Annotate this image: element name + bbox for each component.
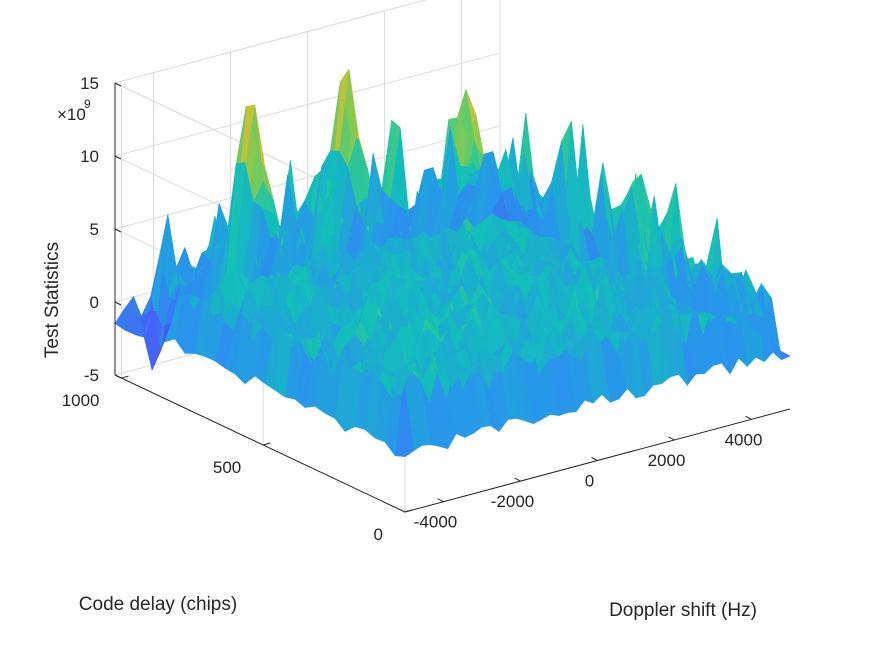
z-tick-mark <box>114 301 122 306</box>
x-tick-label: -4000 <box>414 513 457 532</box>
z-exponent-base: ×10 <box>57 105 86 124</box>
z-tick-label: 5 <box>90 220 99 239</box>
z-axis-label: Test Statistics <box>42 242 63 358</box>
z-tick-mark <box>114 228 122 233</box>
z-exponent-power: 9 <box>84 97 91 111</box>
y-axis-line <box>114 374 406 513</box>
z-tick-label: 0 <box>90 293 99 312</box>
y-tick-mark <box>121 375 129 379</box>
x-tick-mark <box>745 415 752 420</box>
y-tick-mark <box>263 442 271 446</box>
x-tick-mark <box>437 498 444 503</box>
z-tick-label: 15 <box>80 74 99 93</box>
box-edge-1 <box>114 0 428 84</box>
surface-plot <box>114 68 791 458</box>
y-tick-label: 0 <box>374 525 383 544</box>
x-axis-label: Doppler shift (Hz) <box>609 600 757 621</box>
z-tick-label: 10 <box>80 147 99 166</box>
x-tick-label: 0 <box>585 472 594 491</box>
y-tick-mark <box>404 509 413 513</box>
x-tick-mark <box>668 436 675 441</box>
y-tick-label: 1000 <box>62 391 100 410</box>
surface-patch <box>114 296 134 331</box>
z-tick-mark <box>114 374 122 379</box>
x-tick-mark <box>514 477 521 482</box>
x-tick-label: 4000 <box>725 430 763 449</box>
x-tick-label: -2000 <box>491 492 534 511</box>
z-tick-mark <box>114 82 122 87</box>
y-axis-label: Code delay (chips) <box>79 594 237 615</box>
z-tick-label: -5 <box>84 366 99 385</box>
axes: -4000 -2000 0 2000 4000 0 500 1000 -5 0 5 10 15 <box>62 74 791 544</box>
y-tick-label: 500 <box>213 458 241 477</box>
x-tick-label: 2000 <box>648 451 686 470</box>
x-tick-mark <box>591 457 598 461</box>
z-tick-mark <box>114 155 122 160</box>
